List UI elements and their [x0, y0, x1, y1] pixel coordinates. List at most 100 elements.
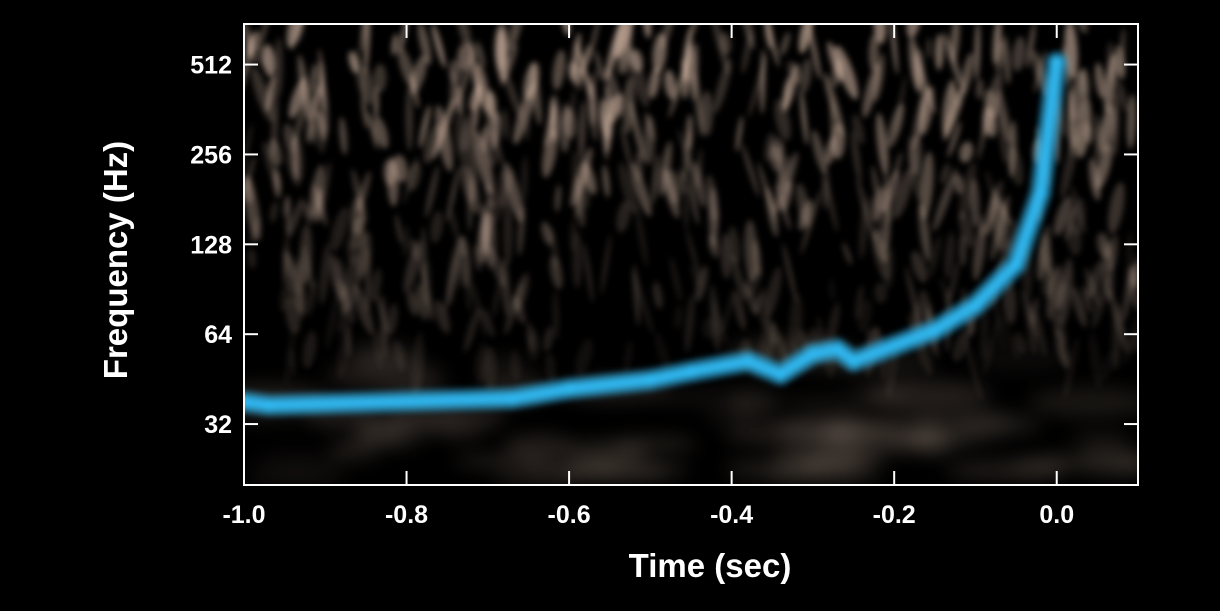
noise-streak — [313, 187, 324, 223]
noise-streak — [601, 107, 608, 161]
noise-streak — [554, 184, 561, 213]
low-glow-blob — [453, 455, 549, 468]
noise-streak — [691, 264, 700, 287]
noise-streak — [456, 46, 469, 73]
y-tick-label: 256 — [190, 141, 232, 169]
noise-streak — [643, 115, 656, 166]
noise-streak — [730, 253, 746, 302]
x-tick-label: -1.0 — [222, 501, 265, 529]
noise-streak — [926, 37, 932, 59]
low-glow-blob — [246, 469, 345, 485]
noise-streak — [492, 280, 501, 318]
signal-point — [685, 365, 697, 378]
noise-streak — [302, 245, 315, 290]
noise-streak — [858, 299, 872, 333]
noise-streak — [1111, 303, 1122, 371]
noise-streak — [689, 24, 700, 35]
noise-streak — [449, 210, 459, 238]
noise-streak — [634, 201, 648, 267]
noise-streak — [1002, 278, 1017, 325]
noise-streak — [353, 283, 374, 335]
noise-streak — [358, 231, 373, 277]
signal-point — [1050, 56, 1063, 69]
x-axis-ticks: -1.0 -0.8 -0.6 -0.4 -0.2 0.0 — [222, 24, 1074, 529]
noise-streak — [648, 66, 661, 99]
noise-streak — [475, 63, 490, 113]
signal-point — [506, 392, 519, 405]
noise-streak — [718, 315, 728, 346]
noise-streak — [856, 178, 876, 243]
signal-point — [928, 324, 941, 337]
noise-streak — [660, 24, 676, 50]
noise-streak — [311, 63, 317, 91]
noise-streak — [811, 129, 827, 174]
noise-streak — [494, 24, 509, 72]
noise-streak — [799, 89, 808, 146]
noise-streak — [1108, 182, 1125, 234]
noise-streak — [664, 69, 677, 100]
noise-streak — [788, 293, 803, 355]
noise-streak — [652, 281, 663, 310]
noise-streak — [905, 266, 923, 332]
noise-streak — [872, 231, 890, 281]
x-tick-label: -0.6 — [548, 501, 591, 529]
noise-streak — [1117, 80, 1128, 113]
noise-streak — [453, 24, 472, 52]
noise-streak — [691, 42, 698, 101]
y-tick-label: 512 — [190, 52, 232, 80]
noise-streak — [319, 74, 329, 135]
noise-streak — [572, 231, 583, 289]
noise-streak — [430, 210, 443, 243]
noise-streak — [508, 24, 527, 52]
noise-streak — [373, 116, 389, 149]
low-glow-blob — [655, 390, 753, 405]
noise-streak — [892, 168, 913, 219]
noise-streak — [467, 138, 479, 203]
low-glow-blob — [1008, 457, 1080, 474]
noise-streak — [1094, 113, 1103, 156]
noise-streak — [552, 49, 566, 91]
low-glow-blob — [1028, 386, 1138, 418]
noise-streak — [361, 95, 369, 129]
noise-streak — [862, 62, 881, 118]
noise-streak — [543, 326, 554, 352]
noise-streak — [309, 164, 325, 219]
low-glow-blob — [868, 380, 991, 409]
signal-point — [741, 355, 754, 368]
noise-streak — [399, 24, 410, 54]
noise-streak — [527, 330, 541, 361]
noise-streak — [493, 168, 514, 224]
noise-streak — [932, 168, 958, 232]
low-glow-blob — [1114, 457, 1138, 474]
noise-streak — [914, 53, 937, 114]
noise-streak — [403, 155, 418, 205]
noise-streak — [583, 243, 594, 303]
noise-streak — [431, 24, 446, 68]
noise-streak — [1060, 134, 1079, 199]
noise-streak — [800, 190, 821, 255]
noise-streak — [948, 261, 960, 301]
noise-streak — [780, 32, 791, 56]
low-glow-blob — [443, 419, 485, 445]
noise-streak — [473, 244, 482, 272]
noise-streak — [685, 228, 701, 278]
noise-streak — [373, 86, 379, 120]
noise-streak — [1126, 94, 1137, 150]
noise-streak — [283, 236, 289, 285]
noise-streak — [1083, 122, 1094, 144]
noise-streak — [380, 294, 388, 360]
low-glow-blob — [724, 422, 853, 446]
noise-streak — [435, 105, 454, 172]
noise-streak — [918, 203, 931, 262]
chirp-signal — [244, 51, 1068, 417]
noise-streak — [959, 141, 974, 163]
noise-streak — [997, 89, 1011, 143]
noise-streak — [752, 293, 764, 316]
noise-streak — [1035, 313, 1047, 357]
noise-streak — [1074, 24, 1088, 34]
noise-streak — [765, 319, 779, 346]
noise-streak — [798, 199, 813, 231]
low-glow-blob — [910, 429, 954, 456]
noise-streak — [410, 73, 420, 109]
noise-streak — [560, 103, 571, 153]
